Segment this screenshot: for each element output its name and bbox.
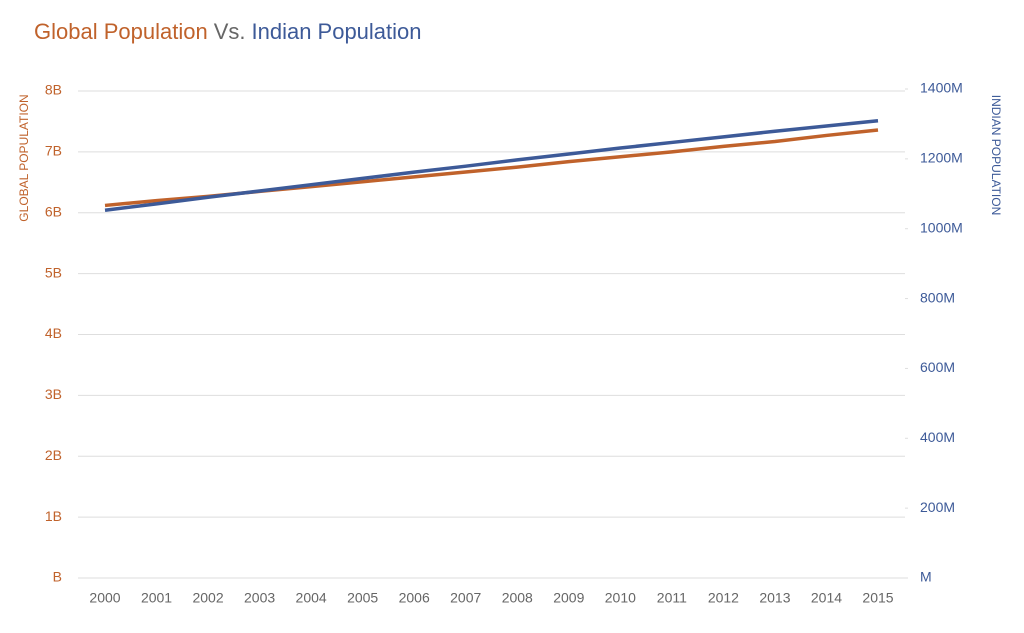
x-tick-label: 2013 — [759, 590, 790, 606]
y2-tick-label: 1000M — [920, 219, 963, 235]
y2-tick-label: 1200M — [920, 150, 963, 166]
y-tick-label: 2B — [45, 447, 62, 463]
x-tick-label: 2003 — [244, 590, 275, 606]
x-tick-label: 2006 — [399, 590, 430, 606]
y-tick-label: 8B — [45, 82, 62, 98]
y2-tick-label: 600M — [920, 359, 955, 375]
y-tick-label: 7B — [45, 143, 62, 159]
y-tick-label: 3B — [45, 386, 62, 402]
y2-tick-label: 800M — [920, 289, 955, 305]
x-tick-label: 2014 — [811, 590, 842, 606]
x-tick-label: 2015 — [862, 590, 893, 606]
y-axis-label: GLOBAL POPULATION — [17, 94, 31, 221]
x-tick-label: 2011 — [657, 590, 687, 606]
y2-tick-label: M — [920, 569, 932, 585]
y2-tick-label: 400M — [920, 429, 955, 445]
x-tick-label: 2010 — [605, 590, 636, 606]
x-tick-label: 2005 — [347, 590, 378, 606]
x-tick-label: 2001 — [141, 590, 172, 606]
y-tick-label: 4B — [45, 325, 62, 341]
chart-title: Global Population Vs. Indian Population — [34, 19, 422, 44]
x-tick-label: 2000 — [89, 590, 120, 606]
y-tick-label: B — [53, 569, 62, 585]
y-tick-label: 1B — [45, 508, 62, 524]
x-tick-label: 2007 — [450, 590, 481, 606]
x-tick-label: 2004 — [296, 590, 327, 606]
title-part: Global Population — [34, 19, 208, 44]
x-tick-label: 2002 — [192, 590, 223, 606]
x-tick-label: 2008 — [502, 590, 533, 606]
y-tick-label: 6B — [45, 203, 62, 219]
y2-tick-label: 1400M — [920, 80, 963, 96]
x-tick-label: 2009 — [553, 590, 584, 606]
x-tick-label: 2012 — [708, 590, 739, 606]
title-part: Indian Population — [251, 19, 421, 44]
title-part: Vs. — [214, 19, 246, 44]
y2-tick-label: 200M — [920, 499, 955, 515]
y-tick-label: 5B — [45, 264, 62, 280]
y2-axis-label: INDIAN POPULATION — [989, 95, 1003, 215]
series-line — [104, 119, 879, 212]
